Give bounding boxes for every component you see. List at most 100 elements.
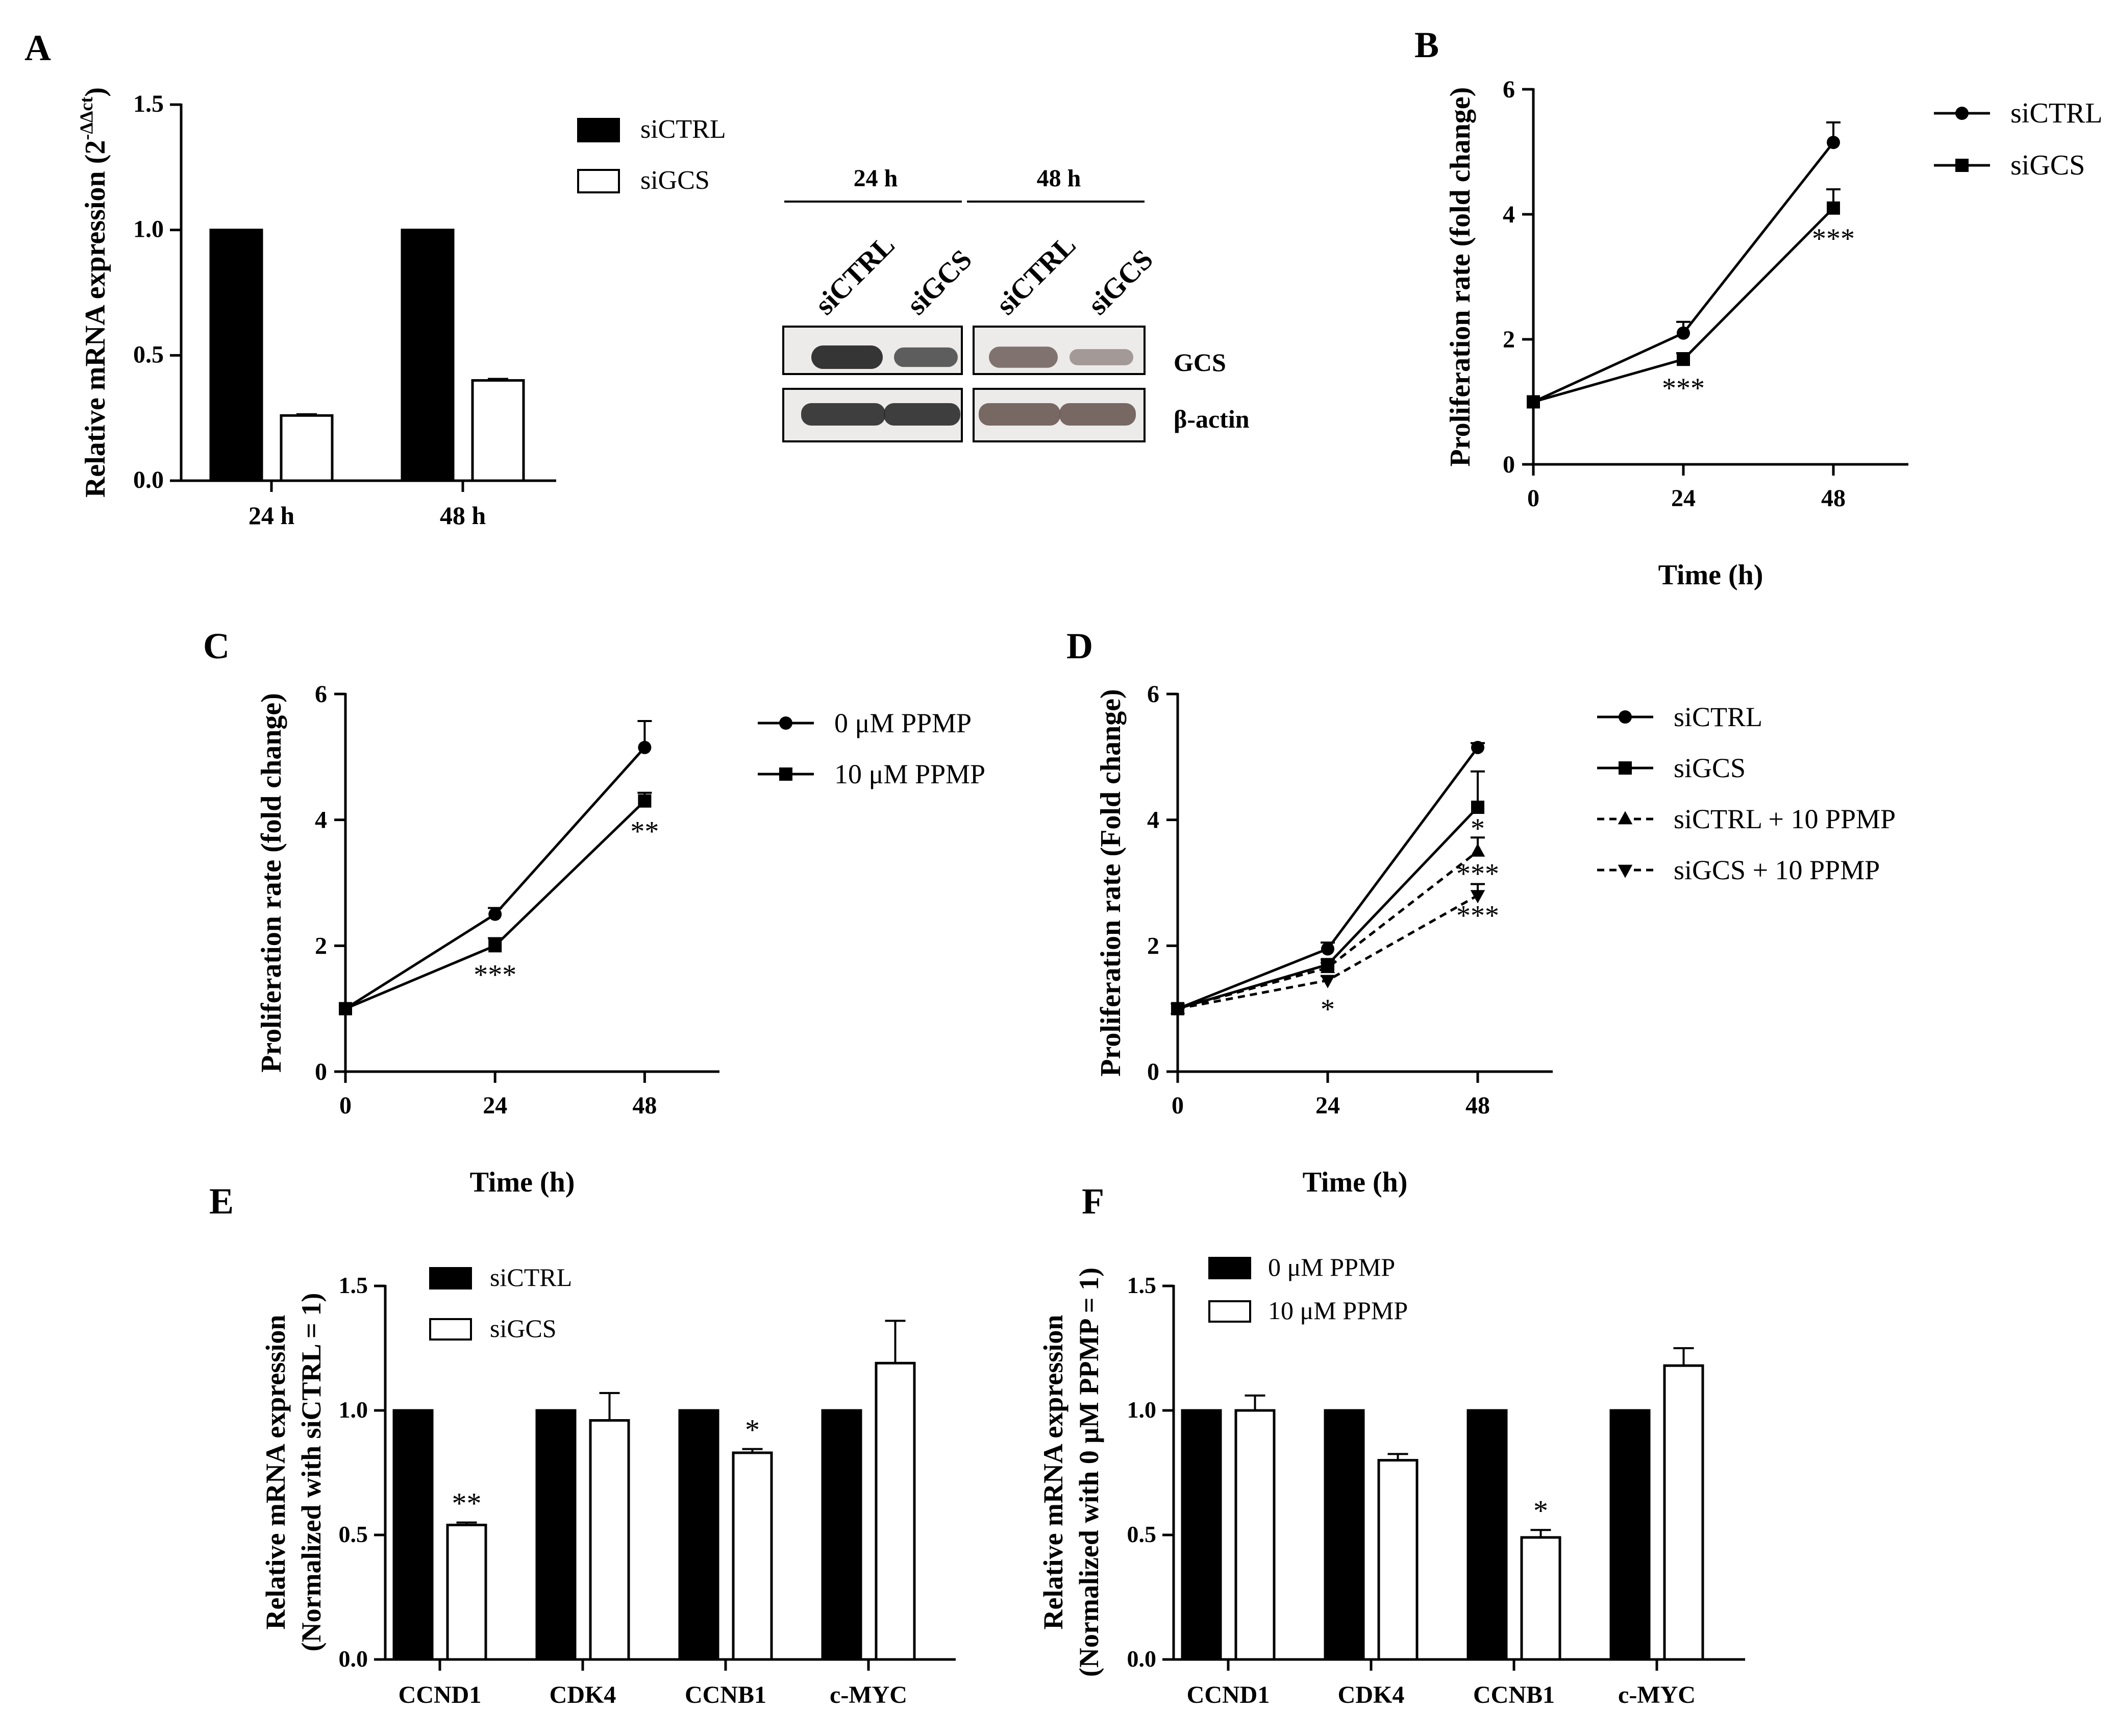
blot-row-label: β-actin [1174, 405, 1250, 433]
category-label-f: CDK4 [1338, 1681, 1405, 1708]
y-tick-label-e: 1.5 [339, 1272, 368, 1298]
y-axis-title-b: Proliferation rate (fold change) [1445, 87, 1476, 467]
data-point-d-3 [1320, 975, 1335, 988]
data-point-b-0 [1827, 136, 1840, 150]
series-line-d-2 [1177, 850, 1479, 1010]
legend-label-f: 10 μM PPMP [1268, 1296, 1408, 1325]
blot-band-actin [801, 403, 885, 426]
data-point-c-1 [638, 794, 652, 808]
blot-row-label: GCS [1174, 348, 1226, 377]
blot-band-actin [1059, 403, 1136, 426]
blot-lane-label: siCTRL [990, 229, 1082, 321]
y-tick-label-d: 4 [1147, 807, 1159, 834]
bar-f-10mppmp [1377, 1459, 1419, 1661]
legend-swatch-f [1208, 1257, 1251, 1279]
y-axis-title-f: Relative mRNA expression [1038, 1315, 1068, 1630]
y-axis-title-e-line2: (Normalized with siCTRL = 1) [296, 1293, 327, 1652]
y-axis-title-a-tail: ) [80, 87, 111, 97]
legend-marker-b [1955, 159, 1969, 172]
x-axis-title-d: Time (h) [1303, 1167, 1408, 1198]
legend-label-a: siGCS [640, 166, 710, 195]
blot-band-actin [979, 403, 1060, 426]
x-tick-label-c: 48 [632, 1092, 657, 1119]
blot-timepoint-label: 48 h [1037, 165, 1081, 192]
data-point-c-0 [638, 740, 652, 754]
blot-lane-label: siCTRL [809, 229, 901, 321]
y-tick-label-c: 6 [315, 681, 327, 708]
bar-e-sictrl [535, 1409, 577, 1661]
legend-marker-c [779, 716, 792, 730]
bar-f-10mppmp [1663, 1364, 1704, 1661]
y-tick-label-b: 2 [1503, 326, 1515, 353]
significance-mark-b: *** [1812, 223, 1855, 255]
blot-timepoint-label: 24 h [854, 165, 898, 192]
category-label-e: CCNB1 [685, 1681, 766, 1708]
x-axis-title-b: Time (h) [1658, 559, 1763, 591]
legend-label-e: siCTRL [490, 1263, 572, 1292]
panel-letter-F: F [1082, 1181, 1104, 1222]
legend-marker-d [1618, 864, 1633, 878]
legend-label-b: siCTRL [2010, 97, 2102, 129]
bar-e-sigcs [732, 1451, 773, 1661]
legend-label-c: 10 μM PPMP [834, 759, 985, 789]
data-point-d-0 [1321, 942, 1334, 956]
data-point-d-1 [1471, 801, 1484, 814]
x-tick-label-b: 48 [1821, 485, 1846, 512]
panel-letter-D: D [1066, 626, 1093, 666]
y-axis-title-d: Proliferation rate (Fold change) [1095, 689, 1127, 1076]
significance-mark-d: *** [1456, 900, 1499, 932]
blot-band-gcs [894, 347, 958, 367]
x-tick-label-d: 0 [1172, 1092, 1184, 1119]
significance-mark-d: * [1321, 994, 1335, 1025]
bar-a-sigcs [280, 414, 334, 482]
blot-band-gcs [1070, 349, 1133, 365]
bar-f-10mppmp [1234, 1409, 1276, 1661]
data-point-d-2 [1470, 843, 1485, 857]
data-point-d-0 [1471, 740, 1484, 754]
bar-e-sigcs [589, 1419, 630, 1661]
legend-label-b: siGCS [2010, 150, 2085, 181]
x-axis-title-c: Time (h) [470, 1167, 575, 1198]
legend-swatch-f [1208, 1300, 1251, 1323]
data-point-b-0 [1677, 326, 1690, 340]
x-tick-label-b: 0 [1527, 485, 1539, 512]
y-tick-label-a: 0.0 [133, 466, 164, 493]
legend-swatch-a [577, 169, 620, 193]
y-axis-title-f-line2: (Normalized with 0 μM PPMP = 1) [1074, 1268, 1104, 1677]
y-tick-label-e: 0.5 [339, 1521, 368, 1547]
x-tick-label-c: 24 [483, 1092, 507, 1119]
category-label-e: CCND1 [399, 1681, 482, 1708]
significance-mark-e: * [745, 1413, 760, 1447]
y-tick-label-e: 0.0 [339, 1646, 368, 1672]
y-axis-title-a-sup: -ΔΔct [76, 97, 96, 140]
y-tick-label-c: 2 [315, 932, 327, 959]
bar-a-sictrl [401, 229, 455, 482]
y-axis-title-a: Relative mRNA expression (2-ΔΔct) [76, 87, 111, 498]
data-point-c-1 [339, 1002, 352, 1015]
significance-mark-b: *** [1662, 373, 1705, 404]
blot-band-gcs [989, 346, 1058, 368]
bar-a-sigcs [471, 379, 525, 482]
legend-label-d: siCTRL [1674, 702, 1762, 732]
panel-letter-B: B [1414, 24, 1439, 65]
significance-mark-c: ** [630, 816, 659, 848]
y-axis-title-e: Relative mRNA expression [260, 1315, 291, 1630]
y-tick-label-a: 1.5 [133, 90, 164, 117]
bar-f-0mppmp [1181, 1409, 1222, 1661]
y-tick-label-a: 1.0 [133, 216, 164, 243]
category-label-f: CCND1 [1187, 1681, 1270, 1708]
bar-e-sictrl [392, 1409, 434, 1661]
y-tick-label-f: 1.0 [1127, 1397, 1157, 1423]
y-tick-label-e: 1.0 [339, 1397, 368, 1423]
y-tick-label-c: 0 [315, 1058, 327, 1085]
bar-f-0mppmp [1609, 1409, 1651, 1661]
y-tick-label-b: 6 [1503, 76, 1515, 103]
y-tick-label-d: 2 [1147, 932, 1159, 959]
data-point-d-3 [1170, 1003, 1185, 1017]
legend-marker-d [1619, 710, 1632, 724]
category-label-f: c-MYC [1618, 1681, 1696, 1708]
y-axis-title-c: Proliferation rate (fold change) [256, 693, 287, 1073]
data-point-c-0 [488, 907, 502, 921]
legend-swatch-a [577, 118, 620, 142]
